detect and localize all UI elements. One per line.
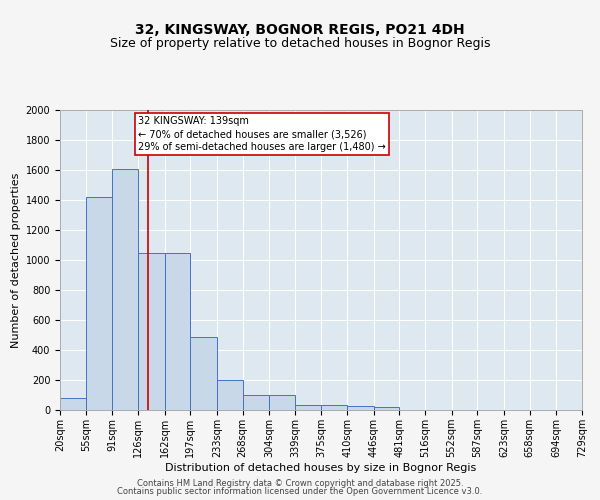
Y-axis label: Number of detached properties: Number of detached properties — [11, 172, 22, 348]
Bar — [347, 406, 374, 410]
Bar — [164, 252, 190, 410]
Bar — [322, 405, 347, 410]
Text: Size of property relative to detached houses in Bognor Regis: Size of property relative to detached ho… — [110, 38, 490, 51]
Bar — [190, 336, 217, 410]
Bar — [242, 395, 269, 410]
Bar — [374, 407, 400, 410]
Text: 32, KINGSWAY, BOGNOR REGIS, PO21 4DH: 32, KINGSWAY, BOGNOR REGIS, PO21 4DH — [135, 22, 465, 36]
Bar — [86, 197, 112, 410]
Text: Contains public sector information licensed under the Open Government Licence v3: Contains public sector information licen… — [118, 487, 482, 496]
X-axis label: Distribution of detached houses by size in Bognor Regis: Distribution of detached houses by size … — [166, 462, 476, 472]
Bar — [112, 168, 138, 410]
Bar — [295, 405, 322, 410]
Text: 32 KINGSWAY: 139sqm
← 70% of detached houses are smaller (3,526)
29% of semi-det: 32 KINGSWAY: 139sqm ← 70% of detached ho… — [138, 116, 386, 152]
Bar — [60, 398, 86, 410]
Bar — [138, 252, 164, 410]
Bar — [269, 395, 295, 410]
Bar — [217, 380, 242, 410]
Text: Contains HM Land Registry data © Crown copyright and database right 2025.: Contains HM Land Registry data © Crown c… — [137, 478, 463, 488]
